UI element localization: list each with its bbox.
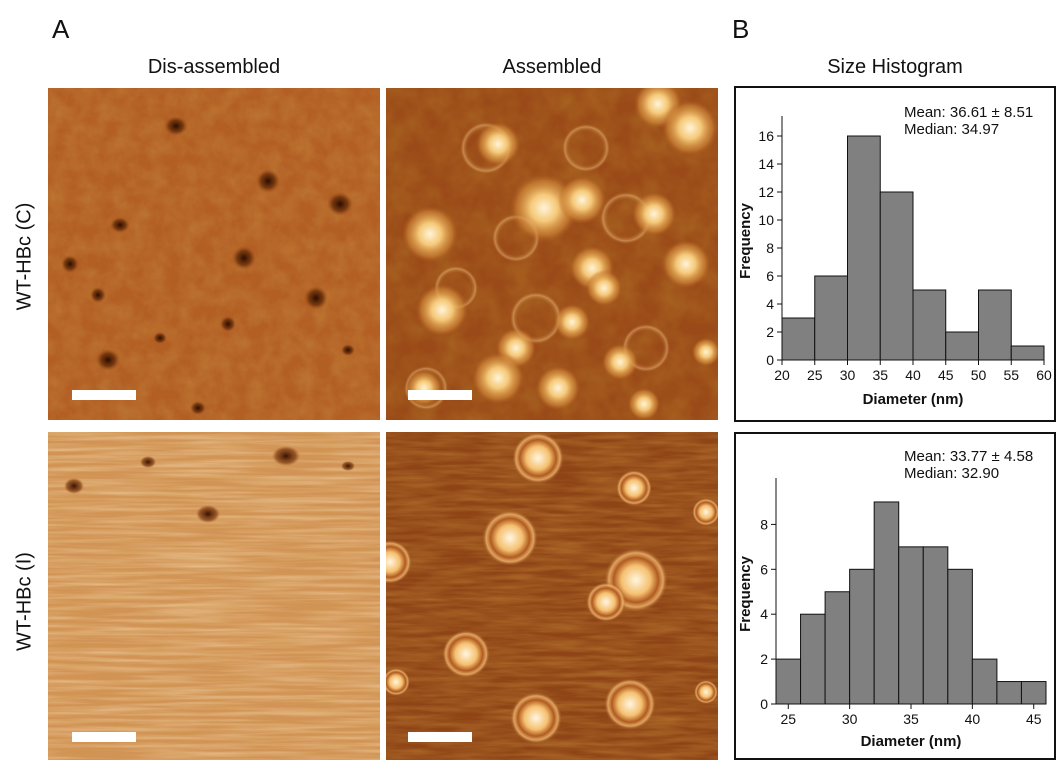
y-axis-label: Frequency bbox=[737, 555, 754, 632]
histogram-bar bbox=[781, 317, 816, 361]
median-label: Median: 34.97 bbox=[904, 121, 1000, 138]
histogram-panel-c: Mean: 36.61 ± 8.51 Median: 34.97 20 25 30 3… bbox=[734, 86, 1056, 422]
histogram-chart-i: 25 30 35 40 45 0 2 4 6 8 Diameter (nm) Frequency bbox=[737, 478, 1047, 750]
y-tick-label: 4 bbox=[760, 606, 768, 622]
histogram-bar bbox=[873, 501, 900, 705]
histogram-bar bbox=[800, 613, 826, 705]
y-tick-label: 4 bbox=[766, 296, 774, 312]
x-tick-label: 35 bbox=[872, 367, 888, 383]
mean-label: Mean: 36.61 ± 8.51 bbox=[904, 104, 1034, 121]
x-tick-label: 60 bbox=[1036, 367, 1052, 383]
y-tick-label: 0 bbox=[766, 352, 774, 368]
y-tick-label: 10 bbox=[758, 212, 774, 228]
x-tick-label: 25 bbox=[780, 711, 796, 727]
afm-image-assembled-i bbox=[386, 432, 718, 760]
column-title-size-histogram: Size Histogram bbox=[827, 56, 963, 78]
x-tick-label: 45 bbox=[938, 367, 954, 383]
scale-bar bbox=[72, 732, 136, 742]
scale-bar bbox=[72, 390, 136, 400]
x-tick-label: 40 bbox=[905, 367, 921, 383]
x-tick-label: 30 bbox=[840, 367, 856, 383]
x-axis-label: Diameter (nm) bbox=[861, 733, 962, 750]
histogram-stats: Mean: 36.61 ± 8.51 Median: 34.97 bbox=[904, 104, 1033, 138]
histogram-bar bbox=[912, 289, 947, 361]
histogram-bar bbox=[996, 681, 1022, 705]
histogram-bar bbox=[847, 135, 881, 361]
row-label-wt-hbc-c: WT-HBc (C) bbox=[13, 202, 36, 311]
y-axis-label: Frequency bbox=[737, 202, 754, 279]
y-tick-label: 12 bbox=[758, 184, 774, 200]
y-tick-label: 16 bbox=[758, 128, 774, 144]
histogram-bar bbox=[898, 546, 924, 705]
x-tick-label: 50 bbox=[971, 367, 987, 383]
y-tick-label: 2 bbox=[760, 651, 768, 667]
histogram-bar bbox=[824, 591, 851, 705]
histogram-bar bbox=[945, 331, 979, 361]
x-tick-label: 55 bbox=[1003, 367, 1019, 383]
afm-image-disassembled-i bbox=[48, 432, 380, 760]
row-label-wt-hbc-i: WT-HBc (I) bbox=[13, 552, 36, 651]
afm-image-disassembled-c bbox=[48, 88, 380, 420]
histogram-bar bbox=[978, 289, 1012, 361]
y-tick-label: 0 bbox=[760, 696, 768, 712]
x-tick-label: 40 bbox=[965, 711, 981, 727]
histogram-bar bbox=[1020, 681, 1047, 705]
histogram-bar bbox=[922, 546, 949, 705]
histogram-bar bbox=[849, 568, 875, 705]
histogram-stats: Mean: 33.77 ± 4.58 Median: 32.90 bbox=[904, 448, 1033, 482]
y-tick-label: 6 bbox=[760, 561, 768, 577]
x-tick-label: 45 bbox=[1026, 711, 1042, 727]
y-tick-label: 8 bbox=[760, 516, 768, 532]
panel-label-b: B bbox=[732, 14, 750, 44]
y-tick-label: 8 bbox=[766, 240, 774, 256]
median-label: Median: 32.90 bbox=[904, 465, 1000, 482]
scale-bar bbox=[408, 732, 472, 742]
scale-bar bbox=[408, 390, 472, 400]
afm-image-assembled-c bbox=[386, 88, 718, 420]
histogram-bar bbox=[1010, 345, 1045, 361]
y-tick-label: 14 bbox=[758, 156, 774, 172]
histogram-bar bbox=[971, 658, 998, 705]
histogram-bar bbox=[814, 275, 848, 361]
x-tick-label: 35 bbox=[903, 711, 919, 727]
x-tick-label: 30 bbox=[842, 711, 858, 727]
x-axis-label: Diameter (nm) bbox=[863, 391, 964, 408]
histogram-chart-c: 20 25 30 35 40 45 50 55 60 0 2 4 6 8 10 12 14 16 Diameter … bbox=[737, 116, 1052, 408]
y-tick-label: 2 bbox=[766, 324, 774, 340]
column-title-disassembled: Dis-assembled bbox=[147, 56, 281, 78]
x-tick-label: 20 bbox=[774, 367, 790, 383]
mean-label: Mean: 33.77 ± 4.58 bbox=[904, 448, 1034, 465]
column-title-assembled: Assembled bbox=[502, 56, 602, 78]
histogram-bar bbox=[947, 568, 973, 705]
histogram-bar bbox=[879, 191, 914, 361]
panel-label-a: A bbox=[52, 14, 70, 44]
histogram-panel-i: Mean: 33.77 ± 4.58 Median: 32.90 25 30 35 4… bbox=[734, 432, 1056, 760]
x-tick-label: 25 bbox=[807, 367, 823, 383]
histogram-bar bbox=[775, 658, 802, 705]
y-tick-label: 6 bbox=[766, 268, 774, 284]
